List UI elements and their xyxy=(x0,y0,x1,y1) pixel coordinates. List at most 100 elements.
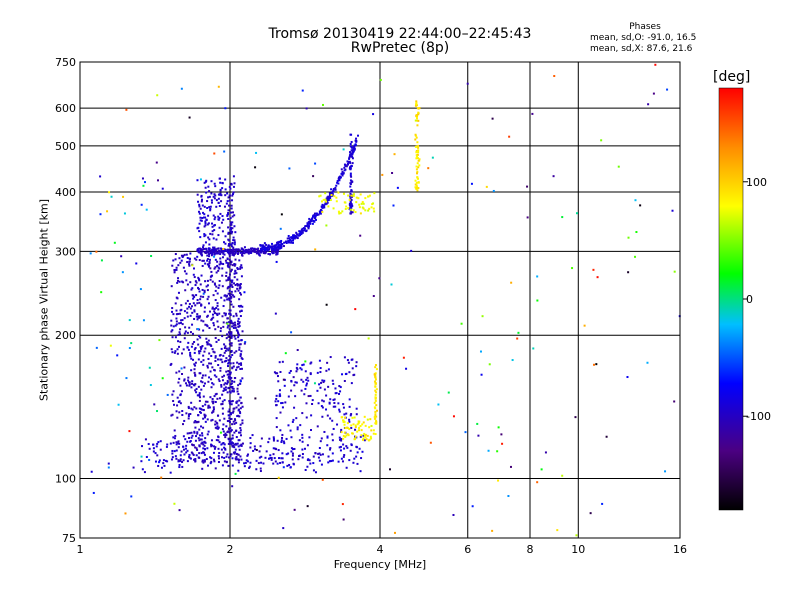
data-point xyxy=(241,305,244,308)
data-point xyxy=(217,439,220,442)
colorbar-tick-label: -100 xyxy=(746,410,771,423)
data-point xyxy=(204,420,207,423)
data-point xyxy=(236,287,239,290)
data-point xyxy=(228,347,231,350)
data-point xyxy=(652,92,655,95)
data-point xyxy=(215,340,218,343)
data-point xyxy=(171,452,174,455)
data-point xyxy=(220,403,223,406)
data-point xyxy=(238,448,241,451)
data-point xyxy=(213,182,216,185)
data-point xyxy=(204,437,207,440)
data-point xyxy=(180,390,183,393)
data-point xyxy=(267,246,270,249)
data-point xyxy=(370,206,373,209)
data-point xyxy=(228,266,231,269)
data-point xyxy=(355,201,358,204)
data-point xyxy=(218,177,221,180)
data-point xyxy=(228,185,231,188)
data-point xyxy=(135,262,138,265)
data-point xyxy=(285,453,288,456)
data-point xyxy=(370,429,373,432)
data-point xyxy=(195,447,198,450)
data-point xyxy=(234,451,237,454)
data-point xyxy=(185,253,188,256)
data-point xyxy=(239,455,242,458)
data-point xyxy=(239,431,242,434)
data-point xyxy=(517,331,520,334)
data-point xyxy=(230,453,233,456)
data-point xyxy=(181,460,184,463)
data-point xyxy=(171,310,174,313)
data-point xyxy=(228,199,231,202)
data-point xyxy=(236,278,239,281)
data-point xyxy=(141,445,144,448)
data-point xyxy=(223,383,226,386)
data-point xyxy=(239,249,242,252)
data-point xyxy=(193,340,196,343)
data-point xyxy=(227,359,230,362)
data-point xyxy=(191,408,194,411)
data-point xyxy=(188,326,191,329)
data-point xyxy=(241,377,244,380)
data-point xyxy=(223,205,226,208)
data-point xyxy=(121,271,124,274)
data-point xyxy=(89,252,92,255)
data-point xyxy=(287,424,290,427)
data-point xyxy=(189,457,192,460)
data-point xyxy=(221,285,224,288)
data-point xyxy=(366,434,369,437)
data-point xyxy=(274,312,277,315)
data-point xyxy=(237,248,240,251)
data-point xyxy=(226,326,229,329)
data-point xyxy=(219,247,222,250)
data-point xyxy=(306,444,309,447)
data-point xyxy=(305,378,308,381)
data-point xyxy=(262,245,265,248)
data-point xyxy=(349,151,352,154)
data-point xyxy=(241,358,244,361)
data-point xyxy=(227,324,230,327)
data-point xyxy=(175,323,178,326)
data-point xyxy=(202,384,205,387)
data-point xyxy=(214,393,217,396)
data-point xyxy=(176,404,179,407)
data-point xyxy=(351,149,354,152)
data-point xyxy=(355,413,358,416)
data-point xyxy=(593,363,596,366)
data-point xyxy=(177,381,180,384)
data-point xyxy=(351,416,354,419)
data-point xyxy=(226,294,229,297)
data-point xyxy=(373,210,376,213)
data-point xyxy=(223,433,226,436)
data-point xyxy=(291,454,294,457)
data-point xyxy=(230,207,233,210)
data-point xyxy=(214,467,217,470)
data-point xyxy=(296,363,299,366)
data-point xyxy=(219,327,222,330)
data-point xyxy=(275,250,278,253)
data-point xyxy=(221,393,224,396)
data-point xyxy=(202,248,205,251)
data-point xyxy=(203,289,206,292)
data-point xyxy=(323,379,326,382)
data-point xyxy=(350,133,353,136)
data-point xyxy=(321,103,324,106)
data-point xyxy=(204,323,207,326)
data-point xyxy=(232,236,235,239)
data-point xyxy=(236,366,239,369)
data-point xyxy=(208,327,211,330)
data-point xyxy=(255,248,258,251)
data-point xyxy=(249,442,252,445)
data-point xyxy=(294,381,297,384)
data-point xyxy=(331,192,334,195)
data-point xyxy=(264,456,267,459)
data-point xyxy=(415,101,418,104)
data-point xyxy=(204,403,207,406)
data-point xyxy=(206,279,209,282)
data-point xyxy=(214,258,217,261)
data-point xyxy=(189,351,192,354)
data-point xyxy=(183,419,186,422)
data-point xyxy=(348,459,351,462)
data-point xyxy=(207,214,210,217)
